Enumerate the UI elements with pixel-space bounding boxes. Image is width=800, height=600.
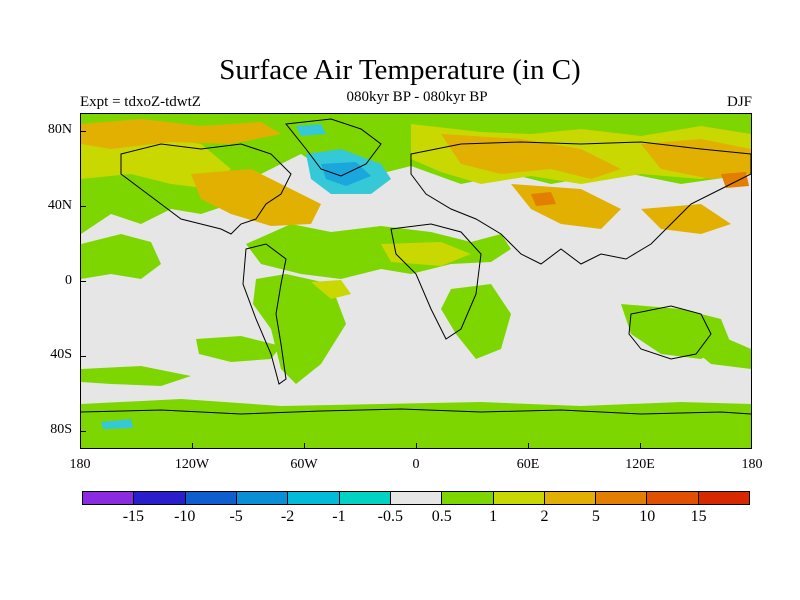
- lat-label-80s: 80S: [50, 422, 72, 437]
- colorbar-box-2: [185, 492, 237, 504]
- colorbar-label: 10: [639, 508, 656, 525]
- colorbar-label: 15: [690, 508, 707, 525]
- lat-tick: [80, 131, 86, 132]
- map-panel: [80, 113, 752, 449]
- chart-subtitle: 080kyr BP - 080kyr BP: [346, 89, 488, 105]
- lon-tick: [640, 443, 641, 449]
- lon-label-180w: 180: [69, 457, 91, 472]
- anomaly-layer-orange: [81, 119, 751, 234]
- lon-label-60w: 60W: [290, 457, 318, 472]
- colorbar-label: -2: [280, 508, 295, 525]
- lon-tick: [304, 443, 305, 449]
- colorbar-label: -15: [122, 508, 145, 525]
- colorbar-label: -0.5: [377, 508, 403, 525]
- colorbar-box-11: [647, 492, 699, 504]
- colorbar-box-4: [288, 492, 340, 504]
- lon-tick: [751, 443, 752, 449]
- lon-tick: [80, 443, 81, 449]
- colorbar-box-6: [390, 492, 443, 504]
- colorbar-label: 5: [591, 508, 600, 525]
- colorbar-box-9: [544, 492, 597, 504]
- colorbar: [82, 491, 750, 505]
- colorbar-box-12: [698, 492, 750, 504]
- colorbar-label: 0.5: [431, 508, 452, 525]
- lat-label-0: 0: [65, 273, 72, 288]
- season-label: DJF: [726, 94, 752, 110]
- lat-tick: [80, 281, 86, 282]
- lat-tick: [80, 431, 86, 432]
- anomaly-layer-darkorange: [531, 172, 749, 206]
- lon-label-60e: 60E: [516, 457, 540, 472]
- chart-title: Surface Air Temperature (in C): [219, 54, 581, 86]
- lat-tick: [80, 206, 86, 207]
- colorbar-box-10: [596, 492, 648, 504]
- colorbar-box-0: [83, 492, 135, 504]
- colorbar-box-1: [134, 492, 186, 504]
- lon-label-180e: 180: [741, 457, 763, 472]
- colorbar-box-8: [493, 492, 545, 504]
- temperature-anomaly-map: [81, 114, 751, 448]
- colorbar-box-5: [339, 492, 391, 504]
- colorbar-label: -5: [229, 508, 243, 525]
- lat-label-80n: 80N: [47, 122, 72, 137]
- lon-tick: [416, 443, 417, 449]
- lon-tick: [192, 443, 193, 449]
- colorbar-box-7: [442, 492, 494, 504]
- lat-label-40s: 40S: [50, 347, 72, 362]
- coastlines: [81, 118, 751, 415]
- colorbar-label: 1: [489, 508, 498, 525]
- lon-label-0: 0: [412, 457, 420, 472]
- experiment-label: Expt = tdxoZ-tdwtZ: [80, 94, 201, 110]
- lat-tick: [80, 356, 86, 357]
- lon-label-120e: 120E: [625, 457, 655, 472]
- lon-tick: [528, 443, 529, 449]
- colorbar-box-3: [236, 492, 289, 504]
- colorbar-label: -1: [332, 508, 346, 525]
- colorbar-label: -10: [174, 508, 196, 525]
- lat-label-40n: 40N: [47, 198, 72, 213]
- lon-label-120w: 120W: [174, 457, 210, 472]
- colorbar-label: 2: [540, 508, 549, 525]
